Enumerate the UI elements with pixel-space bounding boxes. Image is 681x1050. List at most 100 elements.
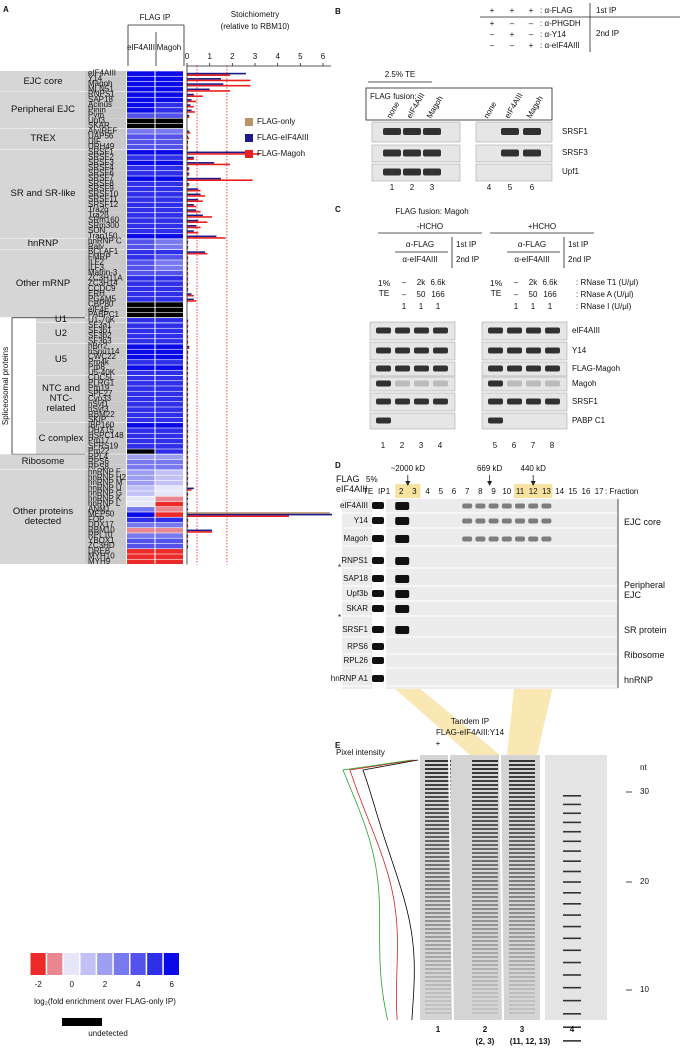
- gel-smear: [509, 916, 535, 918]
- fraction-number: 7: [465, 487, 470, 496]
- colorbar-step: [147, 953, 163, 975]
- name-cell: [85, 118, 126, 124]
- stoich-bar: [187, 237, 226, 239]
- fraction-number: 8: [478, 487, 483, 496]
- ladder-band: [563, 881, 581, 883]
- stoich-bar: [187, 352, 189, 355]
- asterisk: *: [338, 563, 341, 572]
- protein-name: RPL10: [88, 531, 113, 540]
- heatmap-cell: [127, 176, 155, 181]
- ladder-band: [563, 937, 581, 940]
- heatmap-cell: [127, 71, 155, 76]
- gel-smear: [472, 1008, 498, 1010]
- gel-smear: [509, 784, 535, 786]
- stoich-bar: [187, 382, 189, 385]
- ab-label: : α-FLAG: [540, 6, 573, 15]
- sign: –: [510, 19, 515, 28]
- stoich-bar: [187, 466, 189, 469]
- stoich-bar: [187, 88, 210, 91]
- x-tick-label: 4: [275, 52, 280, 61]
- stoich-bar: [187, 267, 189, 269]
- gel-smear: [425, 808, 451, 810]
- protein-name: SRSF9: [88, 184, 114, 193]
- lane-number: 1: [390, 183, 395, 192]
- gel-smear: [472, 1012, 498, 1014]
- heatmap-cell: [155, 517, 183, 523]
- stoich-bar: [187, 288, 189, 290]
- name-cell: [85, 370, 126, 376]
- colorbar-tick: 0: [69, 980, 74, 989]
- protein-name: Matrin-3: [88, 268, 118, 277]
- gel-smear: [509, 824, 535, 826]
- protein-label: RPS6: [347, 642, 368, 651]
- heatmap-cell: [127, 276, 155, 281]
- gel-band: [383, 128, 401, 135]
- fusion-label: FLAG fusion: Magoh: [395, 207, 468, 216]
- group-cell: [36, 317, 85, 323]
- fraction-number: 2: [399, 487, 404, 496]
- rule: [448, 754, 454, 1021]
- heatmap-cell: [127, 286, 155, 292]
- gel-smear: [509, 1004, 535, 1006]
- gel-band: [501, 536, 512, 542]
- gel-smear: [425, 1004, 451, 1006]
- gel-band: [528, 518, 539, 524]
- protein-name: Tra2β: [88, 210, 109, 219]
- gel-smear: [509, 920, 535, 922]
- tandem-label: Tandem IP: [451, 717, 489, 726]
- gel-smear: [472, 948, 498, 950]
- gel-band: [433, 365, 448, 372]
- name-cell: [85, 155, 126, 161]
- stoich-bar: [187, 174, 190, 176]
- stoich-bar: [187, 357, 189, 360]
- ip-label: IP: [378, 487, 386, 496]
- rnase-label: : RNase A (U/μl): [576, 290, 634, 299]
- gel-smear: [472, 812, 498, 814]
- protein-name: Prp4k: [88, 357, 110, 366]
- stoich-bar: [187, 200, 203, 202]
- gel-band: [545, 365, 560, 372]
- ladder-band: [563, 974, 581, 976]
- name-cell: [85, 559, 126, 565]
- gel-smear: [472, 808, 498, 810]
- protein-name: Acinus: [88, 100, 112, 109]
- stoich-bar: [187, 513, 333, 516]
- stoich-bar: [187, 492, 189, 495]
- gel: [481, 321, 568, 341]
- gel-smear: [425, 992, 451, 994]
- protein-name: PGAM5: [88, 294, 117, 303]
- fraction-number: 4: [425, 487, 430, 496]
- gel-band: [526, 398, 541, 405]
- gel-smear: [472, 936, 498, 938]
- gel-smear: [425, 824, 451, 826]
- pixel-label: Pixel intensity: [336, 748, 385, 757]
- name-cell: [85, 144, 126, 150]
- lane-number: 5: [508, 183, 513, 192]
- x-tick-label: 3: [253, 52, 258, 61]
- gel-smear: [509, 852, 535, 854]
- ladder-band: [563, 925, 581, 928]
- group-label: Ribosome: [21, 456, 65, 468]
- gel-band: [372, 590, 384, 597]
- gel-smear: [472, 840, 498, 842]
- group-label: U2: [54, 327, 68, 339]
- gel-smear: [425, 960, 451, 962]
- group-label: Peripheral EJC: [624, 580, 666, 600]
- gel-smear: [509, 788, 535, 790]
- heatmap-cell: [155, 549, 183, 554]
- ladder-band: [563, 903, 581, 905]
- ip-label: 2nd IP: [568, 255, 591, 264]
- lane-number: 8: [550, 441, 555, 450]
- name-cell: [85, 139, 126, 145]
- sign: –: [510, 41, 515, 50]
- gel-smear: [425, 1012, 451, 1014]
- name-cell: [85, 239, 126, 245]
- stoich-bar: [187, 177, 221, 180]
- gel-smear: [425, 904, 451, 906]
- colorbar-step: [113, 953, 129, 975]
- gel-band: [403, 149, 421, 157]
- heatmap-cell: [155, 496, 183, 502]
- ladder-band: [563, 840, 581, 843]
- ladder-band: [563, 830, 581, 833]
- highlight: [395, 484, 421, 498]
